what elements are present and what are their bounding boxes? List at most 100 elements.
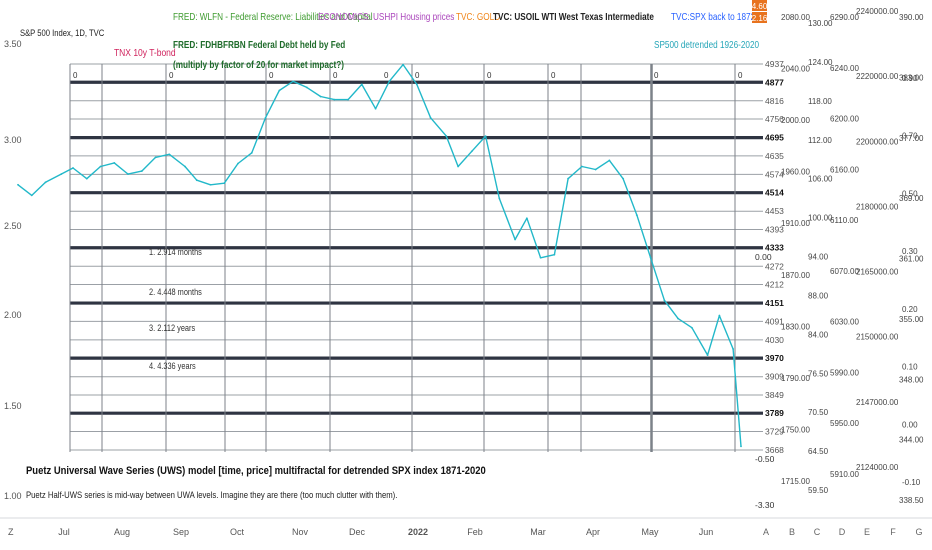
ushpi-legend[interactable]: ECONOMICS: USHPI Housing prices: [318, 11, 455, 22]
data-point: [718, 314, 721, 317]
cycle-zero-marker: 0: [269, 71, 274, 80]
right-axis-label: 2150000.00: [856, 333, 899, 342]
data-point: [374, 107, 377, 110]
right-axis-label: 2124000.00: [856, 463, 899, 472]
right-axis-label: 355.00: [899, 315, 924, 324]
axis-scale-letter[interactable]: C: [814, 527, 821, 537]
price-level-label: 4695: [765, 133, 784, 143]
spx1872-legend[interactable]: TVC:SPX back to 1872: [671, 11, 755, 22]
right-axis-label: 6290.00: [830, 13, 859, 22]
data-point: [649, 256, 652, 259]
right-axis-label: 390.00: [899, 13, 924, 22]
right-axis-label: 6030.00: [830, 318, 859, 327]
data-point: [140, 170, 143, 172]
right-axis-label: 6240.00: [830, 64, 859, 73]
data-point: [360, 83, 363, 86]
price-level-label: 4514: [765, 188, 784, 198]
right-axis-label: 348.00: [899, 375, 924, 384]
right-axis-label: 5990.00: [830, 368, 859, 377]
badge-1-text: 4.60: [752, 2, 768, 11]
time-axis-label: Mar: [530, 527, 546, 537]
axis-scale-letter[interactable]: E: [864, 527, 870, 537]
sp500-detrended-line: [17, 63, 742, 447]
right-axis-label: 76.50: [808, 369, 829, 378]
price-level-label: 4635: [765, 151, 784, 161]
axis-scale-letter[interactable]: G: [915, 527, 922, 537]
tnx-legend[interactable]: TNX 10y T-bond: [114, 47, 176, 58]
data-point: [594, 168, 597, 171]
data-point: [264, 116, 267, 119]
right-axis-label: 112.00: [808, 136, 832, 145]
axis-scale-letter[interactable]: F: [890, 527, 896, 537]
cycle-zero-marker: 0: [487, 71, 492, 80]
right-axis-label: 6070.00: [830, 267, 859, 276]
price-level-label: 4393: [765, 224, 784, 234]
data-point: [278, 89, 281, 92]
data-point: [60, 173, 63, 176]
data-point: [127, 173, 129, 176]
axis-scale-letter[interactable]: D: [839, 527, 846, 537]
debt-legend-line2: (multiply by factor of 20 for market imp…: [173, 59, 344, 70]
debt-legend-line1[interactable]: FRED: FDHBFRBN Federal Debt held by Fed: [173, 39, 345, 50]
right-axis-label: 0.30: [902, 247, 918, 256]
data-point: [250, 151, 253, 154]
usoil-legend[interactable]: TVC: USOIL WTI West Texas Intermediate: [493, 11, 654, 22]
right-axis-label: 0.70: [902, 132, 918, 141]
data-point: [498, 197, 501, 200]
price-line-layer: [17, 63, 742, 448]
data-point: [622, 177, 625, 180]
right-axis-label: 1715.00: [781, 477, 810, 486]
data-point: [677, 317, 680, 320]
right-axis-label: 100.00: [808, 214, 833, 223]
walcl-legend[interactable]: FRED: WLFN - Federal Reserve: Liabilitie…: [173, 11, 373, 22]
time-axis-label: Sep: [173, 527, 189, 537]
badge-2: [752, 12, 767, 23]
left-axis-label: 1.50: [4, 401, 22, 411]
uws-label-4: 4. 4.336 years: [149, 361, 196, 371]
data-point: [319, 95, 322, 98]
left-axis-label: 3.50: [4, 39, 22, 49]
left-axis-label: 2.50: [4, 221, 22, 231]
price-level-label: 3668: [765, 445, 784, 455]
data-point: [388, 80, 391, 83]
time-axis-label: Jul: [58, 527, 70, 537]
right-axis-label: 2000.00: [781, 116, 810, 125]
data-point: [732, 348, 735, 350]
right-axis-label: 2200000.00: [856, 137, 899, 146]
axis-scale-letter[interactable]: B: [789, 527, 795, 537]
right-axis-label: 1910.00: [781, 219, 810, 228]
time-axis-label: Jun: [699, 527, 714, 537]
data-point: [30, 194, 33, 197]
time-axis-label: May: [641, 527, 659, 537]
uws-label-2: 2. 4.448 months: [149, 287, 202, 297]
price-level-label: 3729: [765, 426, 784, 436]
detrended-legend[interactable]: SP500 detrended 1926-2020: [654, 39, 759, 50]
data-point: [333, 98, 336, 101]
right-axis-label: 94.00: [808, 253, 829, 262]
price-level-label: 4212: [765, 280, 784, 290]
gold-legend[interactable]: TVC: GOLD: [456, 11, 500, 22]
right-axis-label: 2147000.00: [856, 398, 899, 407]
price-level-label: 4816: [765, 96, 784, 106]
right-axis-label: 0.50: [902, 189, 918, 198]
data-point: [484, 135, 487, 137]
right-axis-label: 0.20: [902, 305, 918, 314]
right-axis-label: 59.50: [808, 486, 829, 495]
axis-scale-letter[interactable]: A: [763, 527, 769, 537]
time-axis: Jul Aug Sep Oct Nov Dec 2022 Feb Mar Apr May Jun Z A B…: [8, 527, 923, 537]
uws-label-1: 1. 2.914 months: [149, 247, 202, 257]
data-point: [85, 177, 88, 180]
detrended-axis-label: -0.50: [755, 454, 775, 464]
right-axis-label: 2180000.00: [856, 202, 899, 211]
data-point: [608, 159, 611, 162]
time-axis-label: Oct: [230, 527, 245, 537]
right-axis-label: 6160.00: [830, 165, 859, 174]
cycle-zero-marker: 0: [333, 71, 338, 80]
right-axis-label: 70.50: [808, 408, 829, 417]
right-axis-label: 88.00: [808, 291, 829, 300]
detrended-axis-label: -3.30: [755, 500, 775, 510]
right-axis-label: 1790.00: [781, 374, 810, 383]
plot-area: [0, 0, 766, 520]
data-point: [539, 256, 542, 259]
